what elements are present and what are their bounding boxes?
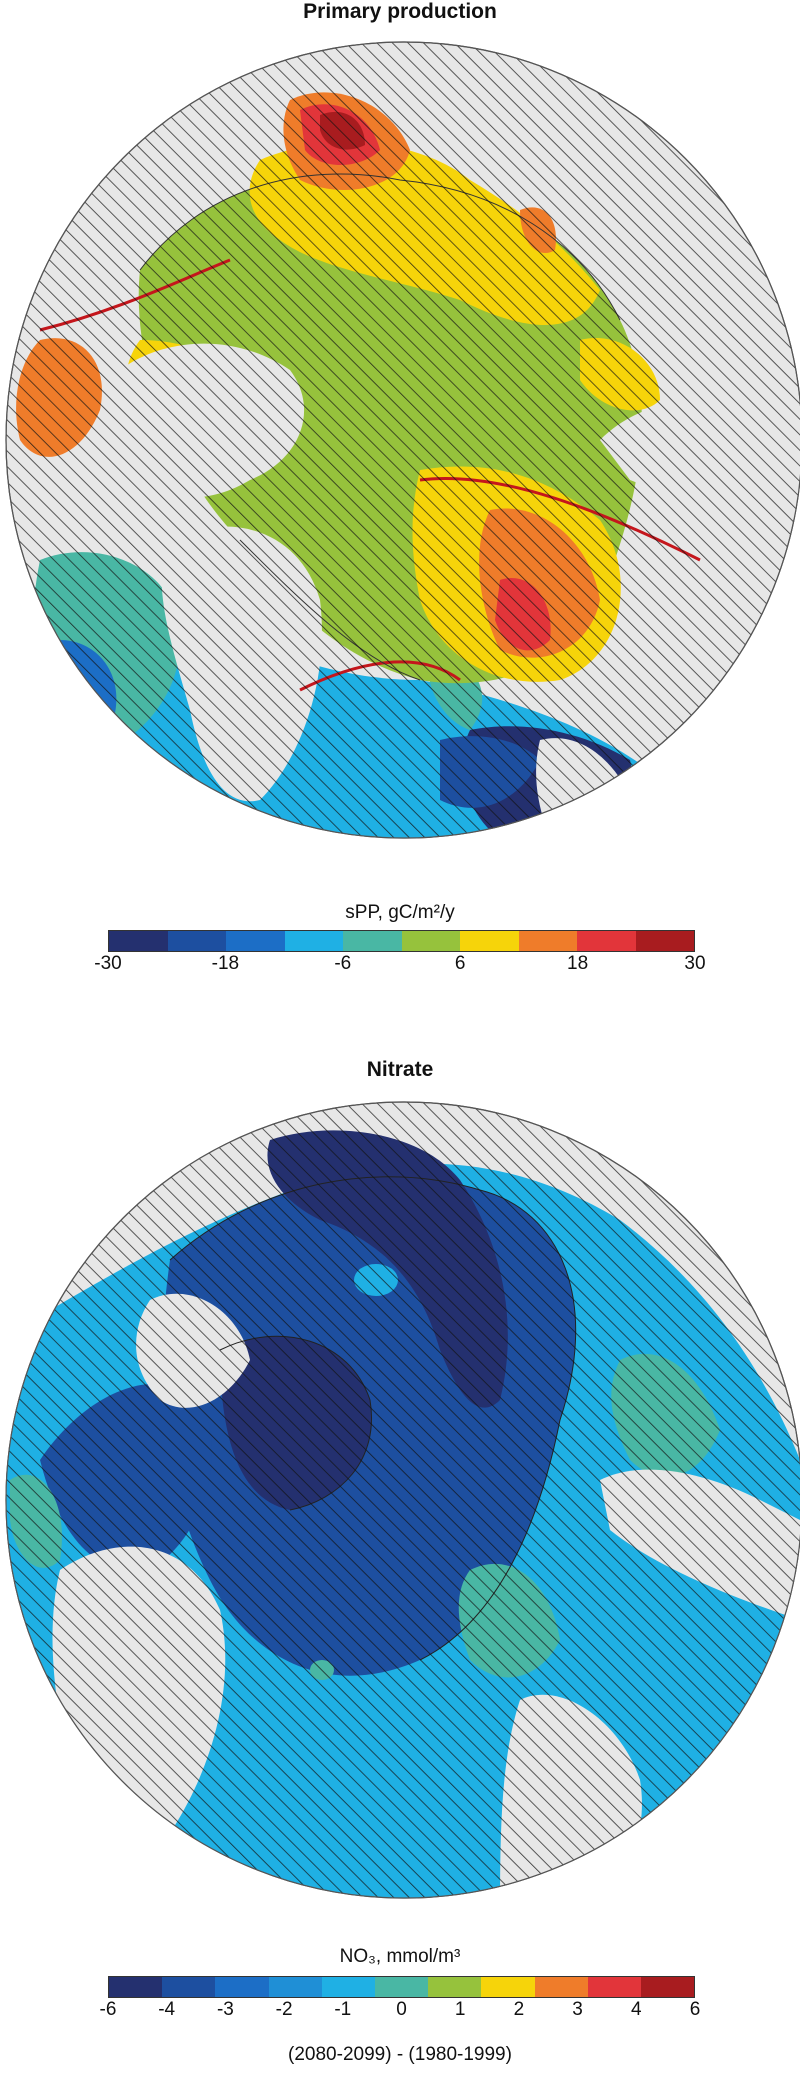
colorbar-segment [167, 931, 226, 951]
colorbar-tick-label: 6 [454, 953, 466, 974]
colorbar-segment [162, 1977, 216, 1997]
colorbar-segment [374, 1977, 429, 1997]
colorbar-segment [268, 1977, 322, 1997]
colorbar-tick-label: 6 [689, 1999, 701, 2020]
colorbar-segment [109, 1977, 163, 1997]
colorbar-tick-label: -18 [211, 953, 240, 974]
colorbar-segment [587, 1977, 641, 1997]
colorbar-tick-label: -3 [216, 1999, 234, 2020]
colorbar-tick-label: -4 [158, 1999, 176, 2020]
colorbar-label-no3: NO₃, mmol/m³ [339, 1946, 461, 1967]
colorbar-tick-label: -2 [275, 1999, 293, 2020]
colorbar-segment [534, 1977, 588, 1997]
colorbar-tick-label: 30 [684, 953, 706, 974]
colorbar-tick-label: 1 [454, 1999, 466, 2020]
colorbar-ticks-primary-production: -30 -18 -6 6 18 30 [94, 953, 705, 977]
colorbar-segment [401, 931, 460, 951]
map-title-nitrate: Nitrate [366, 1058, 434, 1081]
colorbar-segment [481, 1977, 535, 1997]
colorbar-segment [640, 1977, 695, 1997]
colorbar-primary-production [108, 930, 695, 952]
nitrate-map [5, 1101, 800, 1899]
colorbar-tick-label: 2 [513, 1999, 525, 2020]
colorbar-segment [321, 1977, 375, 1997]
colorbar-nitrate [108, 1976, 695, 1998]
colorbar-segment [577, 931, 636, 951]
colorbar-segment [460, 931, 519, 951]
colorbar-segment [109, 931, 168, 951]
colorbar-tick-label: 4 [631, 1999, 642, 2020]
colorbar-segment [518, 931, 577, 951]
colorbar-segment [215, 1977, 269, 1997]
colorbar-tick-label: 18 [567, 953, 589, 974]
colorbar-segment [226, 931, 285, 951]
period-difference-caption: (2080-2099) - (1980-1999) [288, 2044, 512, 2065]
colorbar-segment [284, 931, 343, 951]
colorbar-tick-label: -6 [334, 953, 352, 974]
colorbar-label-spp: sPP, gC/m²/y [345, 902, 455, 923]
primary-production-map [5, 41, 800, 839]
colorbar-tick-label: 3 [572, 1999, 583, 2020]
colorbar-tick-label: -6 [99, 1999, 117, 2020]
colorbar-segment [428, 1977, 482, 1997]
colorbar-tick-label: -30 [94, 953, 122, 974]
colorbar-ticks-nitrate: -6 -4 -3 -2 -1 0 1 2 3 4 6 [100, 1999, 701, 2023]
colorbar-segment [635, 931, 694, 951]
colorbar-segment [343, 931, 402, 951]
colorbar-tick-label: 0 [396, 1999, 407, 2020]
map-title-primary-production: Primary production [303, 0, 497, 23]
colorbar-tick-label: -1 [334, 1999, 352, 2020]
